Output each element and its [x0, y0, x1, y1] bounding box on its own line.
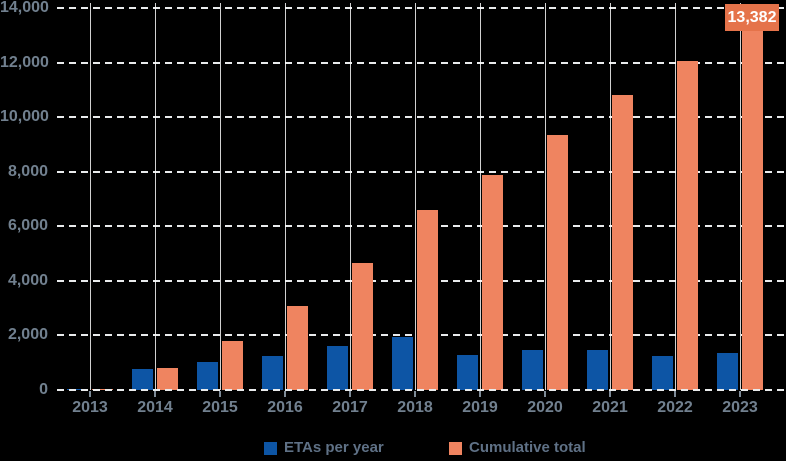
x-axis-tick [479, 391, 481, 397]
y-axis-tick-label: 6,000 [7, 217, 48, 234]
y-axis-tick-label: 10,000 [0, 108, 49, 125]
horizontal-gridline [57, 62, 784, 64]
bar-etas-2019 [457, 355, 478, 390]
legend-label: Cumulative total [469, 439, 586, 456]
vertical-gridline [415, 3, 416, 390]
bar-etas-2021 [587, 350, 608, 390]
legend-swatch-icon [264, 441, 277, 455]
bar-etas-2014 [132, 369, 153, 390]
vertical-gridline [350, 3, 351, 390]
bar-etas-2017 [327, 346, 348, 390]
x-axis-tick [89, 391, 91, 397]
x-axis-tick [544, 391, 546, 397]
zero-gridline [57, 389, 784, 391]
bar-etas-2023 [717, 353, 738, 390]
bar-cumulative-2015 [222, 341, 243, 390]
bar-cumulative-2018 [417, 210, 438, 390]
x-axis-year-label: 2021 [592, 399, 628, 416]
y-axis-tick-label: 8,000 [7, 163, 48, 180]
legend-item-etas-per-year: ETAs per year [264, 439, 384, 456]
y-axis-tick-label: 14,000 [0, 0, 49, 16]
bar-cumulative-2021 [612, 95, 633, 390]
vertical-gridline [155, 3, 156, 390]
bar-cumulative-2014 [157, 368, 178, 390]
x-axis-tick [284, 391, 286, 397]
bar-etas-2015 [197, 362, 218, 390]
x-axis-year-label: 2023 [722, 399, 758, 416]
vertical-gridline [545, 3, 546, 390]
bar-cumulative-2019 [482, 175, 503, 390]
bar-cumulative-2022 [677, 61, 698, 390]
vertical-gridline [90, 3, 91, 390]
y-axis-tick-label: 2,000 [7, 326, 48, 343]
bar-etas-2022 [652, 356, 673, 390]
vertical-gridline [480, 3, 481, 390]
legend-label: ETAs per year [284, 439, 384, 456]
x-axis-tick [154, 391, 156, 397]
x-axis-tick [674, 391, 676, 397]
bar-cumulative-2017 [352, 263, 373, 390]
y-axis-tick-label: 4,000 [7, 272, 48, 289]
x-axis-tick [739, 391, 741, 397]
x-axis-tick [609, 391, 611, 397]
horizontal-gridline [57, 116, 784, 118]
x-axis-year-label: 2015 [202, 399, 238, 416]
y-axis-tick-label: 12,000 [0, 54, 49, 71]
x-axis-year-label: 2020 [527, 399, 563, 416]
y-axis-tick-label: 0 [39, 381, 48, 398]
chart-legend: ETAs per year Cumulative total [0, 439, 786, 457]
vertical-gridline [610, 3, 611, 390]
vertical-gridline [285, 3, 286, 390]
bar-cumulative-2023 [742, 25, 763, 390]
x-axis-year-label: 2016 [267, 399, 303, 416]
x-axis-year-label: 2013 [72, 399, 108, 416]
bar-etas-2018 [392, 337, 413, 390]
bar-cumulative-2016 [287, 306, 308, 390]
x-axis-year-label: 2017 [332, 399, 368, 416]
x-axis-year-label: 2018 [397, 399, 433, 416]
bar-cumulative-2020 [547, 135, 568, 390]
legend-item-cumulative-total: Cumulative total [449, 439, 586, 456]
x-axis-tick [219, 391, 221, 397]
horizontal-gridline [57, 171, 784, 173]
horizontal-gridline [57, 7, 784, 9]
vertical-gridline [220, 3, 221, 390]
value-annotation: 13,382 [725, 4, 779, 31]
bar-etas-2016 [262, 356, 283, 390]
x-axis-year-label: 2022 [657, 399, 693, 416]
x-axis-year-label: 2014 [137, 399, 173, 416]
x-axis-year-label: 2019 [462, 399, 498, 416]
vertical-gridline [675, 3, 676, 390]
x-axis-tick [349, 391, 351, 397]
legend-swatch-icon [449, 441, 462, 455]
x-axis-tick [414, 391, 416, 397]
vertical-gridline [740, 3, 741, 390]
bar-etas-2020 [522, 350, 543, 390]
